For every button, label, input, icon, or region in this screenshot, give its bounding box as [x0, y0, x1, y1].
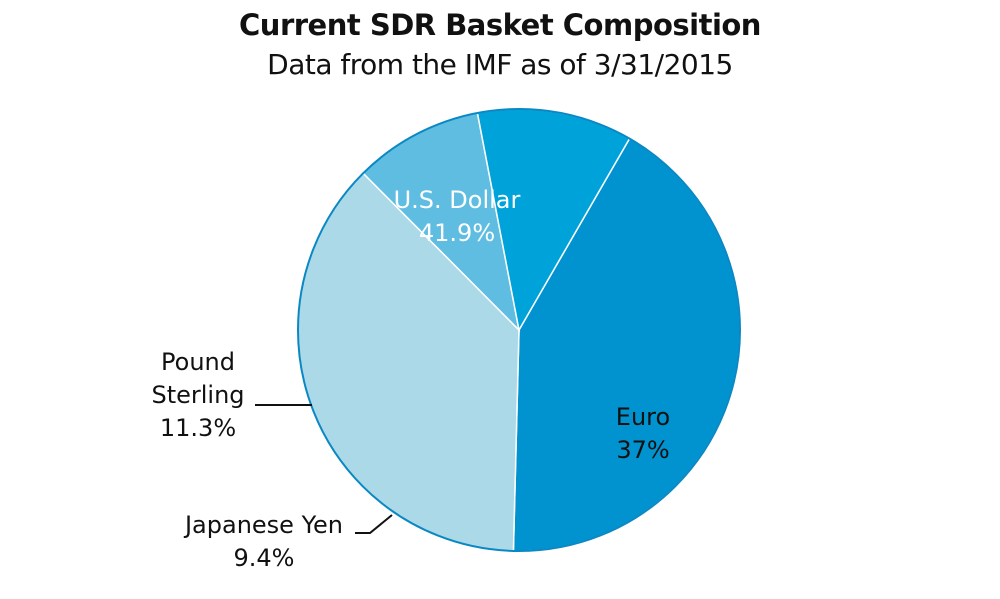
slice-label-japanese-yen: Japanese Yen: [183, 511, 343, 539]
slice-label-u-s-dollar: U.S. Dollar: [394, 186, 521, 214]
chart-subtitle: Data from the IMF as of 3/31/2015: [267, 48, 733, 81]
pie-outline: [297, 108, 741, 552]
slice-value-pound-sterling: 11.3%: [160, 414, 236, 442]
slice-value-u-s-dollar: 41.9%: [419, 219, 495, 247]
slice-value-euro: 37%: [616, 436, 669, 464]
slice-label-pound-sterling-line-2: Sterling: [151, 381, 244, 409]
slice-label-pound-sterling-line-1: Pound: [161, 348, 235, 376]
slice-label-euro: Euro: [616, 403, 670, 431]
chart-title: Current SDR Basket Composition: [239, 8, 761, 42]
leader-line-japanese-yen: [355, 514, 393, 534]
slice-value-japanese-yen: 9.4%: [234, 544, 295, 572]
